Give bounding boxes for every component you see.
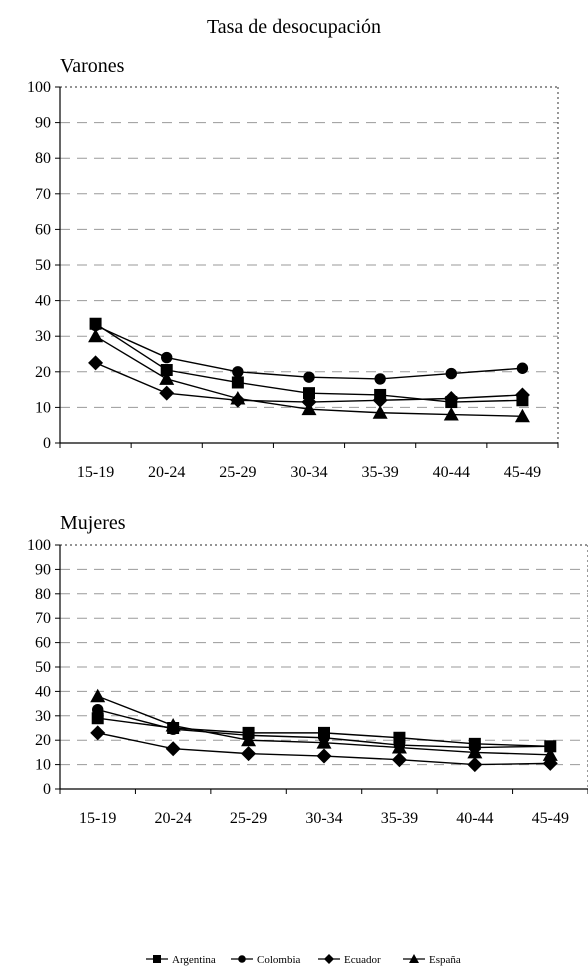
x-tick-label: 30-34 xyxy=(290,464,327,481)
chart-title: Tasa de desocupación xyxy=(207,16,381,38)
y-tick-label: 30 xyxy=(35,708,51,725)
y-tick-label: 100 xyxy=(27,537,51,554)
y-tick-label: 20 xyxy=(35,732,51,749)
point-ecuador xyxy=(88,355,104,371)
point-colombia xyxy=(374,373,386,385)
y-tick-label: 30 xyxy=(35,328,51,345)
legend-label: España xyxy=(429,954,461,966)
point-espana xyxy=(316,735,332,749)
y-tick-label: 50 xyxy=(35,257,51,274)
legend-marker-circle xyxy=(238,955,246,963)
point-colombia xyxy=(303,371,315,383)
point-espana xyxy=(391,740,407,754)
y-tick-label: 80 xyxy=(35,150,51,167)
point-ecuador xyxy=(90,725,106,741)
x-tick-label: 45-49 xyxy=(504,464,541,481)
legend-marker-diamond xyxy=(324,954,334,964)
x-tick-label: 15-19 xyxy=(79,810,116,827)
panel-varones: Varones 0 10 20 30 40 50 60 70 80 90 100 15-19 20-24 2… xyxy=(27,55,559,481)
point-colombia xyxy=(516,362,529,374)
point-ecuador xyxy=(165,741,181,757)
y-tick-label: 80 xyxy=(35,586,51,603)
point-espana xyxy=(90,688,106,703)
series-line-colombia xyxy=(95,324,523,380)
legend-label: Argentina xyxy=(172,954,216,966)
point-espana xyxy=(467,744,483,759)
point-ecuador xyxy=(467,757,483,773)
x-tick-label: 40-44 xyxy=(433,464,470,481)
x-tick-label: 30-34 xyxy=(305,810,342,827)
legend-label: Ecuador xyxy=(344,954,381,966)
point-colombia xyxy=(544,740,556,752)
y-tick-label: 90 xyxy=(35,561,51,578)
y-tick-label: 10 xyxy=(35,399,51,416)
x-tick-label: 20-24 xyxy=(148,464,185,481)
y-tick-label: 50 xyxy=(35,659,51,676)
point-colombia xyxy=(89,319,102,332)
point-argentina xyxy=(303,387,315,400)
y-tick-label: 20 xyxy=(35,364,51,381)
y-tick-label: 40 xyxy=(35,683,51,700)
point-espana xyxy=(443,407,459,421)
y-tick-label: 70 xyxy=(35,186,51,203)
point-argentina xyxy=(160,364,173,377)
y-tick-label: 60 xyxy=(35,221,51,238)
y-tick-label: 0 xyxy=(43,781,51,798)
point-espana xyxy=(88,328,104,343)
x-tick-label: 25-29 xyxy=(230,810,267,827)
point-ecuador xyxy=(372,392,388,408)
point-colombia xyxy=(161,351,173,364)
legend-label: Colombia xyxy=(257,954,301,966)
point-ecuador xyxy=(514,387,530,403)
point-espana xyxy=(165,718,181,732)
y-tick-label: 0 xyxy=(43,435,51,452)
x-tick-label: 35-39 xyxy=(381,810,418,827)
y-tick-label: 100 xyxy=(27,79,51,96)
panel-subtitle: Varones xyxy=(60,55,125,77)
legend-marker-square xyxy=(153,955,161,963)
x-tick-label: 35-39 xyxy=(361,464,398,481)
point-argentina xyxy=(91,712,104,725)
panel-subtitle: Mujeres xyxy=(60,512,126,534)
x-tick-label: 40-44 xyxy=(456,810,493,827)
point-argentina xyxy=(231,376,244,389)
point-ecuador xyxy=(316,748,332,764)
point-colombia xyxy=(232,366,244,378)
point-espana xyxy=(301,401,317,416)
point-ecuador xyxy=(159,385,175,401)
y-tick-label: 90 xyxy=(35,115,51,132)
point-ecuador xyxy=(241,746,257,762)
panel-mujeres: Mujeres 0 10 20 30 40 50 60 70 80 90 100 15-19 20-24 2… xyxy=(27,512,588,827)
point-ecuador xyxy=(443,391,459,406)
legend: Argentina Colombia Ecuador España xyxy=(146,954,461,966)
x-tick-label: 20-24 xyxy=(154,810,191,827)
legend-marker-triangle xyxy=(409,954,419,963)
point-colombia xyxy=(445,367,457,380)
point-espana xyxy=(159,371,175,385)
x-tick-label: 45-49 xyxy=(532,810,569,827)
y-tick-label: 70 xyxy=(35,610,51,627)
point-espana xyxy=(230,391,246,405)
x-tick-label: 15-19 xyxy=(77,464,114,481)
point-espana xyxy=(514,408,530,423)
point-espana xyxy=(542,747,558,761)
point-espana xyxy=(372,405,388,419)
point-ecuador xyxy=(391,752,407,768)
x-tick-label: 25-29 xyxy=(219,464,256,481)
y-tick-label: 60 xyxy=(35,635,51,652)
y-tick-label: 40 xyxy=(35,293,51,310)
y-tick-label: 10 xyxy=(35,757,51,774)
point-colombia xyxy=(92,704,104,716)
point-espana xyxy=(241,732,257,747)
